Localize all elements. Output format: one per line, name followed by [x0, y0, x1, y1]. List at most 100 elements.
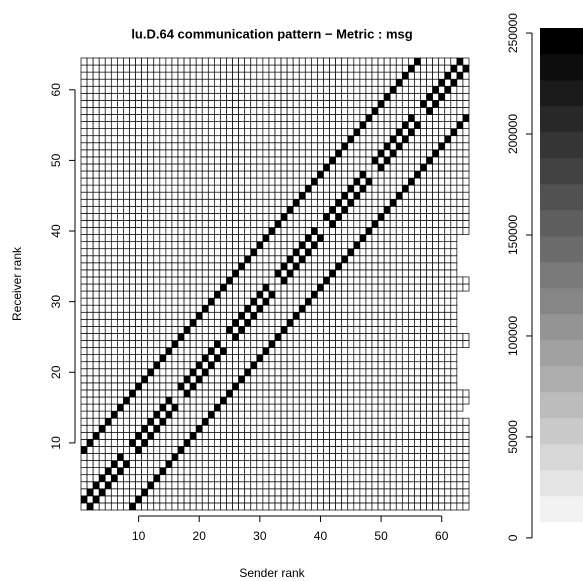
heatmap-cell — [304, 262, 312, 271]
heatmap-cell — [395, 135, 403, 144]
heatmap-cell — [311, 403, 318, 412]
heatmap-cell — [371, 149, 379, 158]
heatmap-cell — [426, 368, 433, 377]
heatmap-cell — [335, 205, 343, 214]
heatmap-cell — [104, 177, 112, 186]
heatmap-cell — [395, 304, 403, 313]
heatmap-cell — [444, 297, 452, 306]
heatmap-cell — [371, 276, 379, 285]
heatmap-cell — [189, 92, 197, 101]
heatmap-cell — [274, 184, 282, 193]
heatmap-cell — [353, 85, 361, 94]
heatmap-cell — [244, 460, 252, 468]
heatmap-cell — [201, 170, 209, 179]
heatmap-cell — [401, 403, 409, 412]
heatmap-cell — [262, 439, 270, 447]
heatmap-cell — [129, 163, 136, 172]
heatmap-cell — [420, 255, 427, 264]
heatmap-cell — [311, 297, 318, 306]
heatmap-cell — [110, 382, 118, 391]
heatmap-cell — [444, 375, 452, 384]
heatmap-cell — [377, 71, 385, 80]
heatmap-cell — [129, 311, 136, 320]
heatmap-cell — [104, 467, 112, 476]
heatmap-cell — [365, 121, 373, 129]
heatmap-cell — [171, 396, 179, 405]
heatmap-cell — [353, 156, 361, 165]
heatmap-cell — [408, 368, 415, 377]
heatmap-cell — [177, 170, 185, 179]
heatmap-cell — [201, 361, 209, 370]
heatmap-cell — [92, 474, 100, 483]
heatmap-cell — [341, 354, 349, 363]
heatmap-cell — [256, 198, 264, 207]
heatmap-cell — [232, 453, 239, 461]
heatmap-cell — [195, 453, 203, 461]
heatmap-cell — [323, 410, 330, 419]
heatmap-cell — [201, 177, 209, 186]
heatmap-cell — [280, 142, 288, 151]
heatmap-cell — [80, 135, 88, 144]
heatmap-cell — [353, 311, 361, 320]
heatmap-cell — [256, 347, 264, 355]
heatmap-cell — [389, 410, 397, 419]
heatmap-cell — [256, 170, 264, 179]
heatmap-cell — [462, 220, 470, 228]
heatmap-cell — [280, 135, 288, 144]
heatmap-cell — [117, 213, 124, 221]
heatmap-cell — [341, 57, 349, 66]
heatmap-cell — [401, 149, 409, 158]
heatmap-cell — [371, 333, 379, 341]
heatmap-cell — [426, 269, 433, 278]
heatmap-cell — [183, 184, 191, 193]
heatmap-cell — [141, 417, 149, 426]
heatmap-cell — [432, 163, 440, 172]
heatmap-cell — [341, 396, 349, 405]
heatmap-cell — [462, 283, 470, 292]
heatmap-cell — [462, 439, 470, 447]
heatmap-cell — [201, 227, 209, 235]
heatmap-cell — [274, 142, 282, 151]
heatmap-cell — [401, 170, 409, 179]
heatmap-cell — [238, 78, 246, 87]
heatmap-cell — [323, 474, 330, 483]
heatmap-cell — [92, 326, 100, 334]
heatmap-cell — [347, 100, 355, 108]
heatmap-cell — [383, 100, 391, 108]
heatmap-cell — [401, 64, 409, 73]
heatmap-cell — [165, 340, 173, 348]
heatmap-cell — [371, 431, 379, 440]
heatmap-cell — [438, 121, 446, 129]
heatmap-cell — [104, 318, 112, 327]
heatmap-cell — [268, 234, 276, 242]
heatmap-cell — [238, 184, 246, 193]
heatmap-cell — [238, 488, 246, 497]
heatmap-cell — [414, 78, 421, 87]
heatmap-cell — [444, 368, 452, 377]
heatmap-cell — [298, 424, 306, 433]
heatmap-cell — [408, 276, 415, 285]
heatmap-cell — [395, 262, 403, 271]
heatmap-cell — [408, 100, 415, 108]
heatmap-cell — [232, 304, 239, 313]
heatmap-cell — [420, 318, 427, 327]
heatmap-cell — [165, 107, 173, 115]
heatmap-cell — [159, 177, 167, 186]
heatmap-cell — [377, 177, 385, 186]
heatmap-cell — [153, 78, 161, 87]
heatmap-cell — [129, 85, 136, 94]
heatmap-cell — [317, 114, 324, 122]
heatmap-cell — [268, 71, 276, 80]
heatmap-cell — [165, 375, 173, 384]
heatmap-cell — [377, 481, 385, 490]
heatmap-cell — [244, 283, 252, 292]
heatmap-cell — [195, 304, 203, 313]
heatmap-cell — [317, 213, 324, 221]
heatmap-cell — [323, 128, 330, 137]
heatmap-cell — [286, 198, 294, 207]
heatmap-cell — [220, 460, 227, 468]
heatmap-cell — [292, 382, 300, 391]
heatmap-cell — [335, 439, 343, 447]
heatmap-cell — [250, 354, 258, 363]
heatmap-cell — [444, 311, 452, 320]
